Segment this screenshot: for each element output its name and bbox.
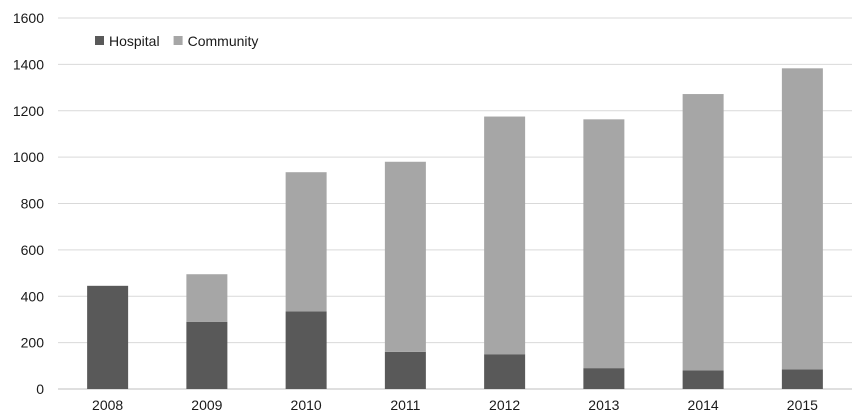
bar-hospital-2010 <box>285 311 327 389</box>
bar-community-2012 <box>484 116 526 355</box>
x-tick-label: 2011 <box>390 397 420 412</box>
x-tick-label: 2015 <box>787 397 818 412</box>
bar-community-2014 <box>682 94 724 371</box>
y-tick-label: 200 <box>21 335 45 351</box>
x-tick-label: 2014 <box>688 397 719 412</box>
y-tick-label: 800 <box>21 196 45 212</box>
bar-hospital-2012 <box>484 354 526 389</box>
bar-hospital-2011 <box>384 351 426 389</box>
legend: Hospital Community <box>95 33 258 49</box>
bar-community-2013 <box>583 119 625 369</box>
y-tick-label: 0 <box>36 381 44 397</box>
bar-community-2010 <box>285 172 327 312</box>
x-tick-label: 2009 <box>191 397 222 412</box>
y-tick-label: 1000 <box>13 149 44 165</box>
bar-community-2009 <box>186 274 228 322</box>
y-tick-label: 1600 <box>13 10 44 26</box>
grid-layer <box>58 17 852 390</box>
bar-hospital-2009 <box>186 321 228 389</box>
y-tick-label: 600 <box>21 242 45 258</box>
y-tick-label: 400 <box>21 288 45 304</box>
bars-layer <box>87 68 823 389</box>
legend-swatch-community <box>173 36 183 45</box>
bar-hospital-2014 <box>682 370 724 389</box>
bar-hospital-2008 <box>87 285 129 389</box>
x-tick-label: 2012 <box>489 397 520 412</box>
y-axis: 0 200 400 600 800 1000 1200 1400 1600 <box>13 10 44 397</box>
x-tick-label: 2010 <box>291 397 322 412</box>
x-tick-label: 2008 <box>92 397 123 412</box>
y-tick-label: 1200 <box>13 103 44 119</box>
legend-label-hospital: Hospital <box>109 33 160 49</box>
x-tick-label: 2013 <box>588 397 619 412</box>
y-tick-label: 1400 <box>13 56 44 72</box>
bar-hospital-2013 <box>583 368 625 389</box>
legend-label-community: Community <box>188 33 259 49</box>
x-axis: 2008 2009 2010 2011 2012 2013 2014 2015 <box>92 397 818 412</box>
bar-community-2011 <box>384 161 426 352</box>
bar-community-2015 <box>781 68 823 370</box>
bar-hospital-2015 <box>781 369 823 389</box>
legend-swatch-hospital <box>95 36 104 45</box>
